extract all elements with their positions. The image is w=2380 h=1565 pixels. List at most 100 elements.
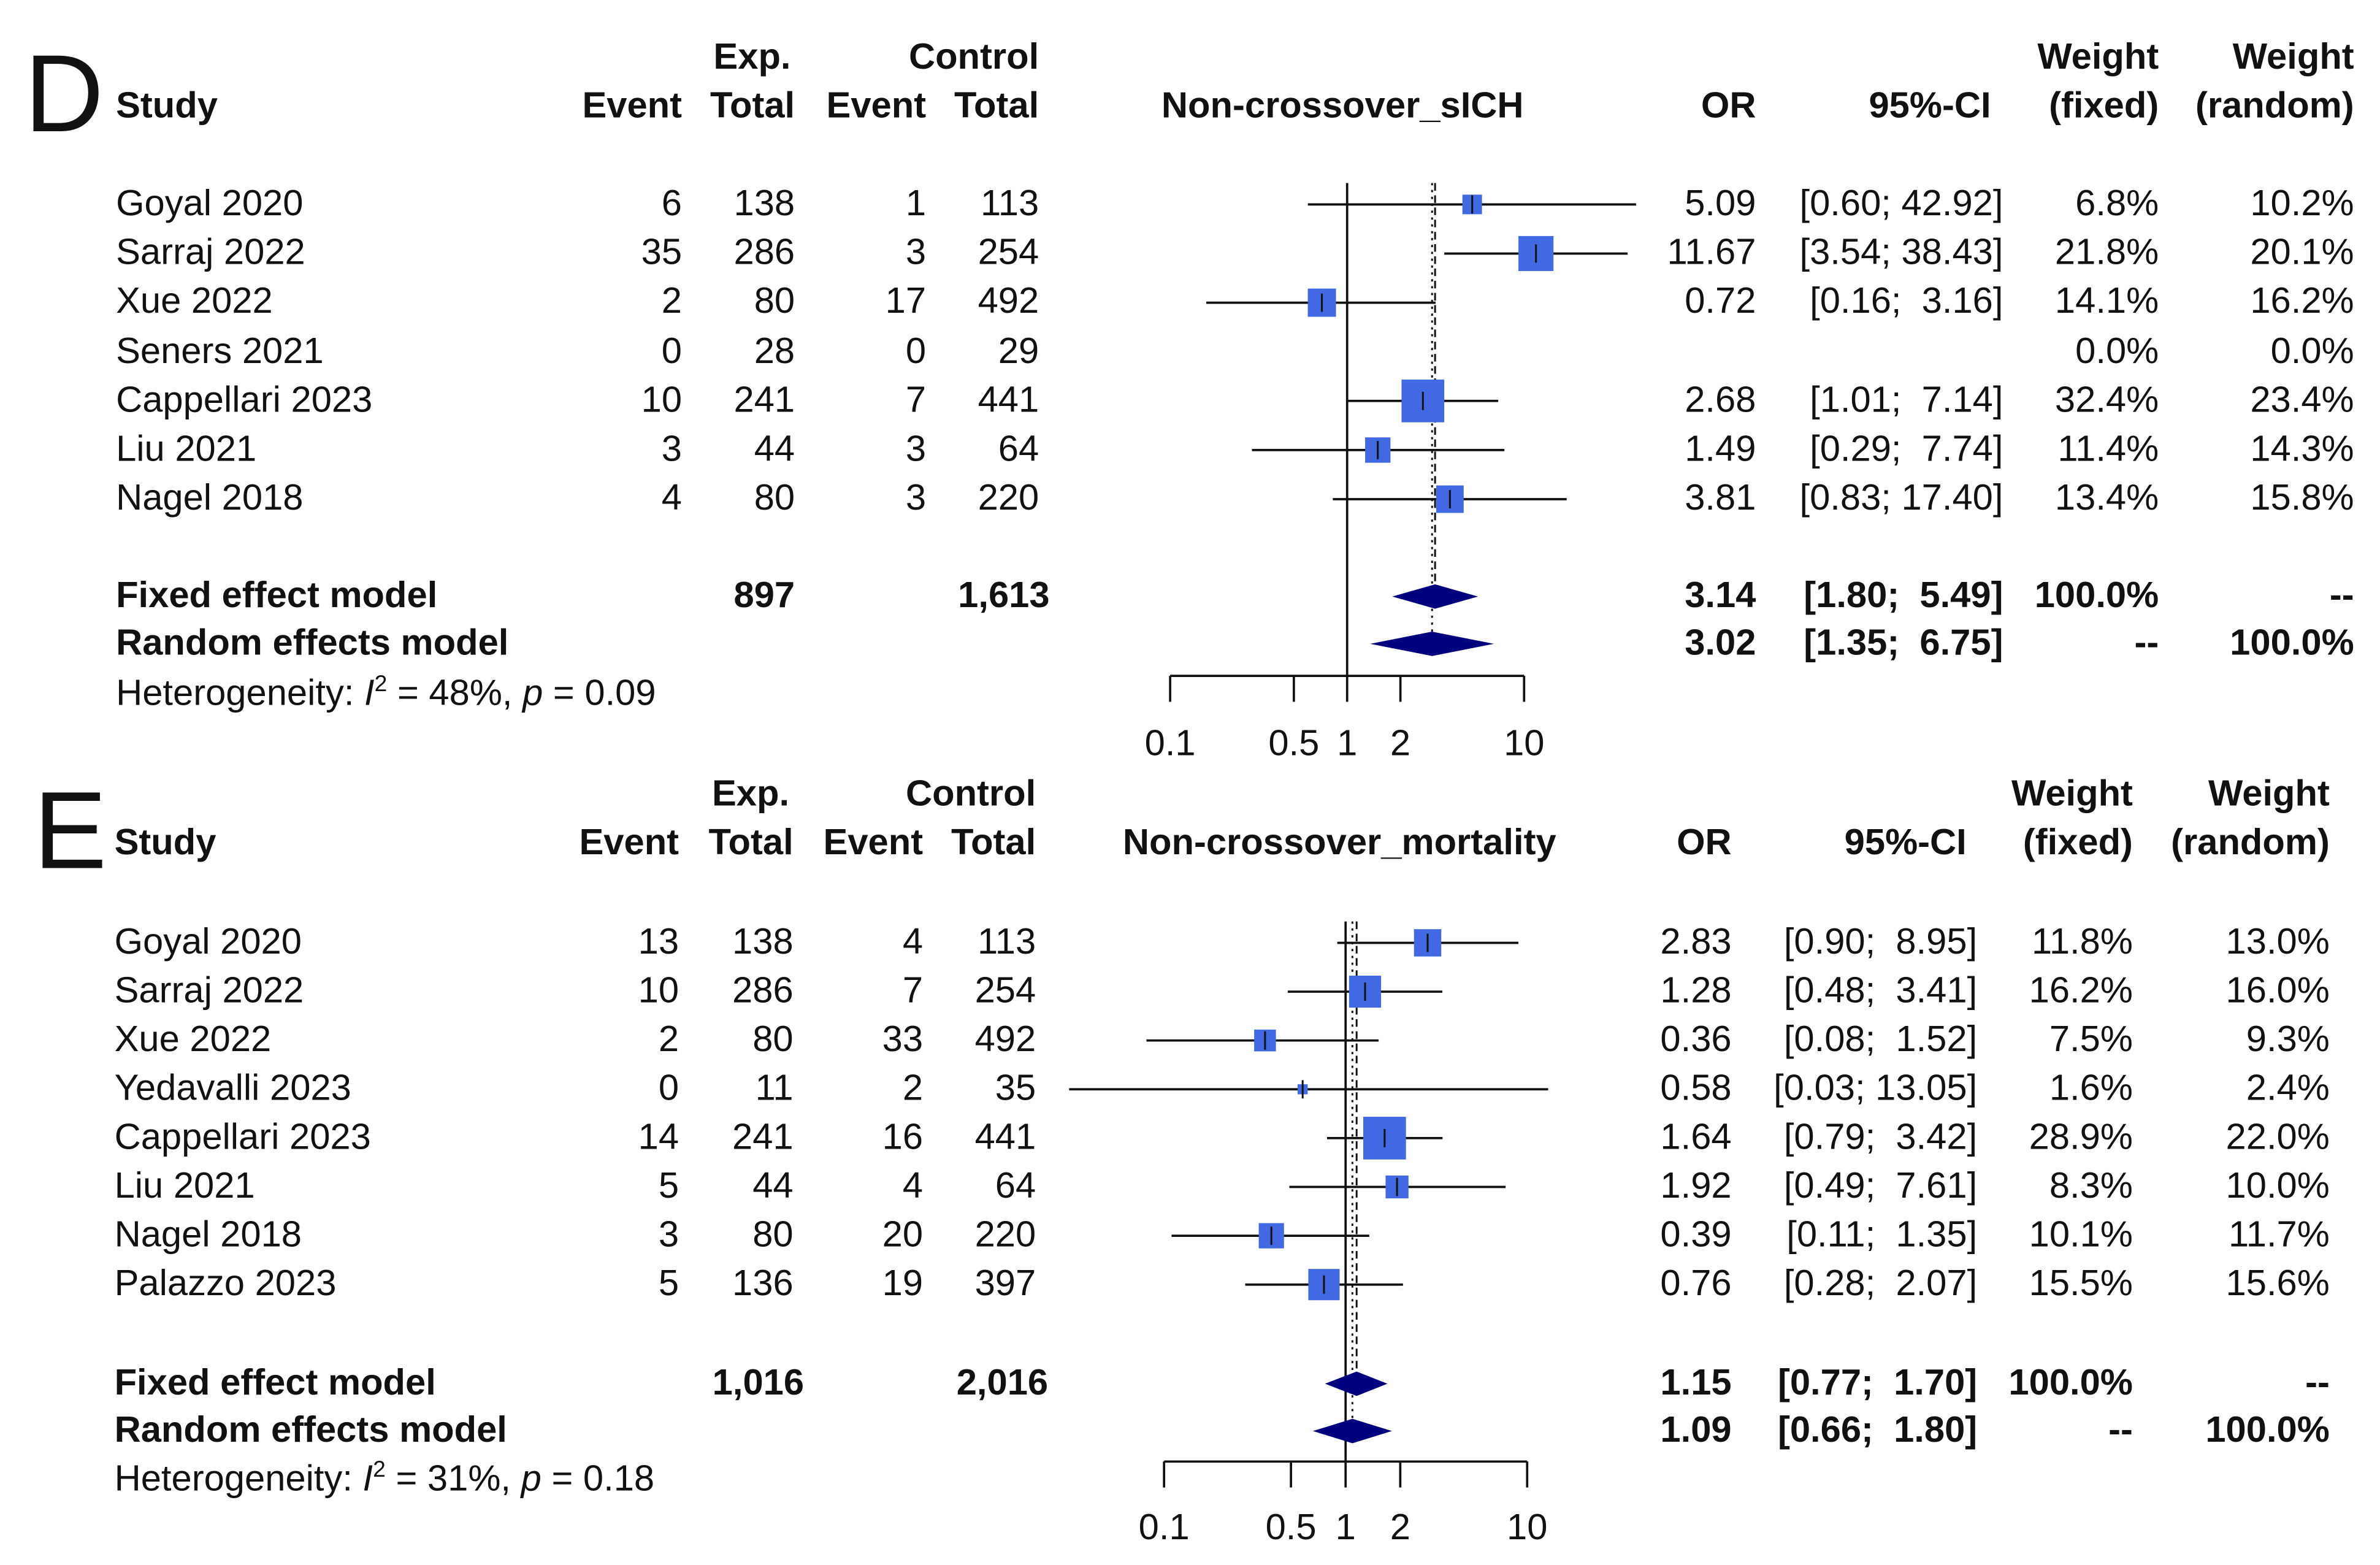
study-name: Sarraj 2022 [116, 232, 305, 274]
study-name: Goyal 2020 [116, 183, 304, 224]
exp-total: 241 [732, 1117, 794, 1158]
weight-fixed: 14.1% [2054, 281, 2159, 323]
fixed-control-total: 2,016 [956, 1362, 1049, 1404]
heterogeneity-p-symbol: p [521, 1458, 541, 1500]
weight-random: 22.0% [2225, 1117, 2330, 1158]
fixed-model-label: Fixed effect model [114, 1362, 436, 1404]
exp-total: 286 [732, 970, 794, 1012]
fixed-odds-ratio: 1.15 [1660, 1362, 1732, 1404]
confidence-interval: [0.83; 17.40] [1799, 478, 2003, 519]
x-tick-label: 2 [1390, 1507, 1410, 1549]
odds-ratio: 1.92 [1660, 1165, 1732, 1207]
control-total: 492 [978, 281, 1039, 323]
odds-ratio: 0.58 [1660, 1068, 1732, 1109]
confidence-interval: [0.49; 7.61] [1783, 1165, 1978, 1207]
weight-fixed: 15.5% [2029, 1263, 2133, 1305]
exp-total: 28 [754, 330, 795, 372]
fixed-exp-total: 1,016 [712, 1362, 805, 1404]
weight-fixed: 1.6% [2049, 1068, 2133, 1109]
weight-fixed: 7.5% [2049, 1019, 2133, 1061]
weight-random: 15.8% [2250, 478, 2354, 519]
confidence-interval: [0.29; 7.74] [1810, 429, 2003, 470]
exp-event: 6 [661, 183, 683, 224]
fixed-weight-random: -- [2329, 575, 2354, 617]
control-event: 16 [882, 1117, 924, 1158]
exp-total: 11 [755, 1068, 794, 1109]
x-tick-label: 0.1 [1144, 723, 1196, 765]
study-name: Liu 2021 [116, 429, 257, 470]
fixed-confidence-interval: [1.80; 5.49] [1804, 575, 2003, 617]
odds-ratio: 1.64 [1660, 1117, 1732, 1158]
header-control-event: Event [826, 85, 927, 127]
odds-ratio: 0.76 [1660, 1263, 1732, 1305]
header-exp: Exp. [711, 773, 790, 815]
confidence-interval: [0.16; 3.16] [1810, 281, 2003, 323]
confidence-interval: [3.54; 38.43] [1799, 232, 2003, 274]
exp-event: 0 [658, 1068, 679, 1109]
header-exp-event: Event [579, 822, 679, 864]
x-tick-label: 0.1 [1138, 1507, 1190, 1549]
control-event: 17 [885, 281, 927, 323]
weight-fixed: 8.3% [2049, 1165, 2133, 1207]
header-exp-event: Event [582, 85, 683, 127]
odds-ratio: 1.28 [1660, 970, 1732, 1012]
header-weight-fixed: Weight [2011, 773, 2133, 815]
fixed-confidence-interval: [0.77; 1.70] [1777, 1362, 1978, 1404]
exp-total: 80 [754, 478, 795, 519]
exp-event: 4 [661, 478, 683, 519]
weight-fixed: 11.8% [2032, 921, 2133, 963]
control-event: 33 [882, 1019, 924, 1061]
odds-ratio: 11.67 [1667, 232, 1756, 274]
confidence-interval: [0.60; 42.92] [1799, 183, 2003, 224]
study-name: Nagel 2018 [114, 1214, 302, 1256]
weight-random: 13.0% [2225, 921, 2330, 963]
heterogeneity-label: Heterogeneity: [116, 673, 365, 714]
exp-event: 3 [661, 429, 683, 470]
exp-event: 5 [658, 1263, 679, 1305]
header-control-total: Total [954, 85, 1039, 127]
weight-fixed: 21.8% [2054, 232, 2159, 274]
confidence-interval: [0.28; 2.07] [1783, 1263, 1978, 1305]
odds-ratio: 0.36 [1660, 1019, 1732, 1061]
weight-random: 11.7% [2228, 1214, 2330, 1256]
control-total: 397 [974, 1263, 1036, 1305]
exp-total: 286 [733, 232, 795, 274]
exp-total: 80 [752, 1214, 794, 1256]
exp-event: 35 [641, 232, 683, 274]
heterogeneity-i-symbol: I [362, 1458, 373, 1500]
heterogeneity-text: Heterogeneity: I2 = 48%, p = 0.09 [116, 673, 656, 716]
weight-random: 2.4% [2246, 1068, 2330, 1109]
control-total: 113 [978, 921, 1036, 963]
random-model-label: Random effects model [116, 622, 509, 664]
fixed-weight-random: -- [2305, 1362, 2330, 1404]
heterogeneity-p-value: = 0.18 [541, 1458, 655, 1500]
heterogeneity-i-value: = 48%, [387, 673, 523, 714]
study-name: Yedavalli 2023 [114, 1068, 351, 1109]
study-name: Cappellari 2023 [114, 1117, 371, 1158]
random-effect-diamond [1312, 1418, 1392, 1444]
exp-total: 136 [732, 1263, 794, 1305]
heterogeneity-i-sup: 2 [374, 671, 388, 697]
exp-total: 80 [754, 281, 795, 323]
plot-title: Non-crossover_sICH [1161, 85, 1524, 127]
odds-ratio: 1.49 [1685, 429, 1756, 470]
weight-fixed: 32.4% [2054, 379, 2159, 421]
study-name: Xue 2022 [114, 1019, 272, 1061]
control-event: 4 [902, 1165, 924, 1207]
heterogeneity-i-symbol: I [364, 673, 375, 714]
study-name: Sarraj 2022 [114, 970, 304, 1012]
random-confidence-interval: [0.66; 1.80] [1777, 1409, 1978, 1451]
exp-event: 2 [658, 1019, 679, 1061]
control-total: 220 [974, 1214, 1036, 1256]
control-total: 35 [995, 1068, 1036, 1109]
control-total: 441 [978, 379, 1039, 421]
x-tick-label: 1 [1337, 723, 1358, 765]
confidence-interval: [0.08; 1.52] [1783, 1019, 1978, 1061]
study-name: Nagel 2018 [116, 478, 304, 519]
fixed-effect-diamond [1325, 1371, 1388, 1396]
header-random: (random) [2195, 85, 2354, 127]
confidence-interval: [1.01; 7.14] [1810, 379, 2003, 421]
random-weight-fixed: -- [2134, 622, 2159, 664]
header-exp: Exp. [713, 36, 791, 78]
control-event: 3 [905, 232, 927, 274]
